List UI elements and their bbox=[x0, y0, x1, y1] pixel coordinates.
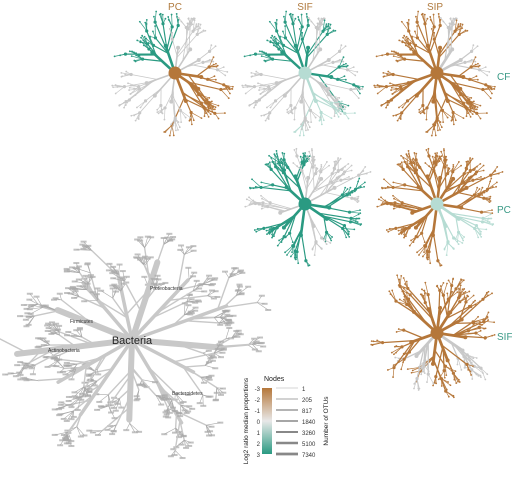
branch-label: Firmicutes bbox=[70, 319, 94, 325]
root-node bbox=[430, 66, 444, 80]
tree-pc-sip bbox=[376, 147, 504, 267]
root-node bbox=[168, 66, 182, 80]
size-tick-label: 5100 bbox=[302, 442, 316, 448]
size-tick-label: 7340 bbox=[302, 453, 316, 459]
size-tick-label: 1 bbox=[302, 387, 306, 393]
row-label-cf: CF bbox=[497, 72, 511, 83]
color-tick-label: -3 bbox=[255, 387, 261, 393]
size-tick-label: 817 bbox=[302, 409, 313, 415]
size-axis-label: Number of OTUs bbox=[323, 396, 330, 446]
tree-cf-sip bbox=[373, 10, 496, 137]
size-tick-label: 1840 bbox=[302, 420, 316, 426]
color-tick-label: 0 bbox=[257, 420, 261, 426]
column-header-pc: PC bbox=[168, 2, 182, 13]
branch-label: Proteobacteria bbox=[150, 286, 183, 292]
color-tick-label: 2 bbox=[257, 442, 261, 448]
color-tick-label: 1 bbox=[257, 431, 261, 437]
color-tick-label: 3 bbox=[257, 453, 261, 459]
row-label-pc: PC bbox=[497, 205, 511, 216]
tree-cf-pc bbox=[111, 10, 234, 137]
root-node bbox=[430, 197, 444, 211]
column-header-sip: SIP bbox=[426, 2, 444, 13]
tree-sif-sip bbox=[370, 274, 496, 399]
legend-title: Nodes bbox=[264, 376, 285, 383]
root-node bbox=[298, 197, 312, 211]
root-node bbox=[298, 66, 312, 80]
color-scale-bar bbox=[262, 388, 272, 454]
tree-cf-sif bbox=[241, 10, 364, 137]
tree-pc-sif bbox=[244, 147, 372, 267]
color-tick-label: -1 bbox=[255, 409, 261, 415]
color-axis-label: Log2 ratio median proportions bbox=[243, 377, 250, 464]
root-label: Bacteria bbox=[112, 335, 153, 347]
reference-tree: Bacteria Firmicutes Proteobacteria Actinoba… bbox=[0, 232, 272, 460]
branch-label: Bacteroidetes bbox=[172, 391, 203, 397]
size-tick-label: 205 bbox=[302, 398, 313, 404]
row-label-sif: SIF bbox=[497, 332, 512, 343]
color-tick-label: -2 bbox=[255, 398, 261, 404]
column-header-sif: SIF bbox=[297, 2, 313, 13]
size-tick-label: 3260 bbox=[302, 431, 316, 437]
root-node bbox=[430, 326, 444, 340]
branch-label: Actinobacteria bbox=[48, 348, 80, 354]
legend: Nodes-3 -2 -1 0 1 2 3 1 205 817 1840 3260 5100 7340 Lo… bbox=[243, 376, 330, 464]
